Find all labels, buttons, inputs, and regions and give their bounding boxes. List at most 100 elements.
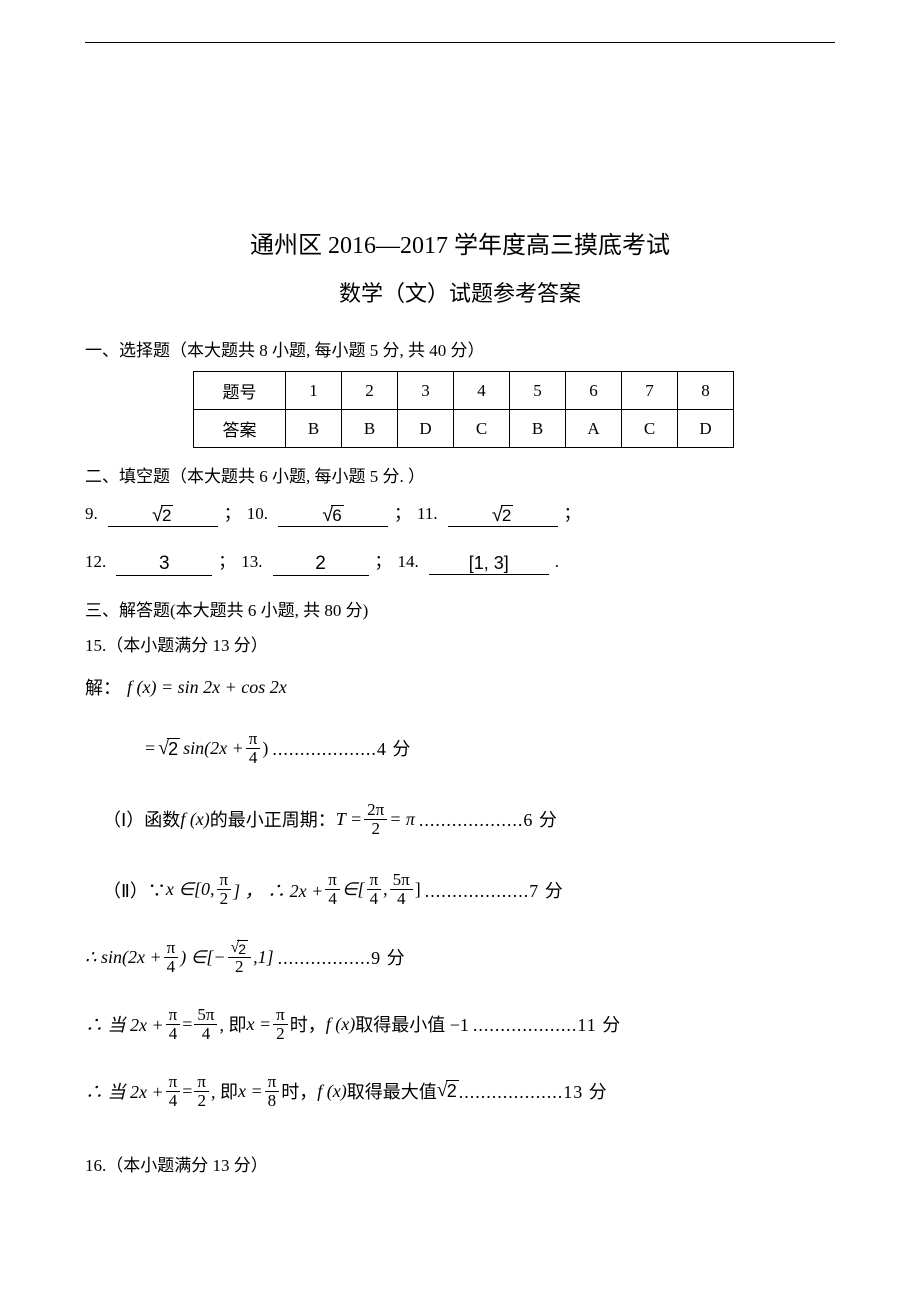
fraction-2pi-2: 2π2 — [364, 801, 387, 838]
table-row: 题号 1 2 3 4 5 6 7 8 — [194, 372, 734, 410]
blank-number-11: 11. — [417, 504, 438, 524]
exam-title: 通州区 2016—2017 学年度高三摸底考试 — [85, 225, 835, 260]
blank-answer-9: √2 — [108, 505, 218, 527]
therefore-when: ∴ 当 2x + — [85, 1011, 164, 1037]
equals: = — [182, 1014, 192, 1035]
row-label-answer: 答案 — [194, 410, 286, 448]
fraction-sqrt2-2: √2 2 — [228, 938, 252, 976]
blank-number-14: 14. — [398, 552, 419, 572]
shi-text: 时， — [290, 1011, 326, 1037]
equals-pi: = π — [389, 809, 415, 830]
score-marker: ...................11 分 — [473, 1011, 621, 1037]
separator: ； — [218, 547, 235, 572]
section-1-heading: 一、选择题（本大题共 8 小题, 每小题 5 分, 共 40 分） — [85, 336, 835, 361]
solution-line-1: 解： f (x) = sin 2x + cos 2x — [85, 674, 835, 700]
q16-heading: 16.（本小题满分 13 分） — [85, 1151, 835, 1176]
q15-heading: 15.（本小题满分 13 分） — [85, 631, 835, 656]
answer-cell: B — [510, 410, 566, 448]
solution-line-4: （Ⅱ）∵ x ∈[0, π2 ] ， ∴ 2x + π4 ∈[ π4 , 5π4… — [103, 871, 835, 908]
in-bracket: ∈[ — [342, 879, 365, 900]
math-expression: f (x) = sin 2x + cos 2x — [127, 677, 287, 698]
separator: ； — [564, 499, 581, 524]
fx-symbol: f (x) — [326, 1014, 355, 1035]
answer-cell: D — [678, 410, 734, 448]
separator: ； — [394, 499, 411, 524]
T-equals: T = — [336, 809, 362, 830]
answer-cell: C — [454, 410, 510, 448]
score-marker: ...................7 分 — [425, 877, 564, 903]
fraction-pi-2: π2 — [194, 1073, 209, 1110]
blank-number-13: 13. — [241, 552, 262, 572]
therefore-sin: ∴ sin(2x + — [85, 947, 162, 968]
period-text: 的最小正周期： — [210, 806, 336, 832]
fraction-pi-4: π4 — [325, 871, 340, 908]
sqrt-2: √2 — [437, 1080, 459, 1102]
close-paren: ) — [262, 738, 268, 759]
answer-cell: B — [342, 410, 398, 448]
sin-expr: sin(2x + — [183, 738, 244, 759]
fraction-pi-2: π2 — [217, 871, 232, 908]
ie-text: , 即 — [211, 1078, 238, 1104]
blank-answer-13: 2 — [273, 553, 369, 576]
solution-line-7: ∴ 当 2x + π4 = π2 , 即 x = π8 时， f (x) 取得最… — [85, 1073, 835, 1110]
therefore-when: ∴ 当 2x + — [85, 1078, 164, 1104]
score-marker: ...................13 分 — [459, 1078, 608, 1104]
in-interval: ) ∈[− — [180, 947, 225, 968]
qnum-cell: 1 — [286, 372, 342, 410]
shi-text: 时， — [281, 1078, 317, 1104]
separator: ； — [224, 499, 241, 524]
exam-subtitle: 数学（文）试题参考答案 — [85, 276, 835, 308]
x-equals: x = — [238, 1081, 263, 1102]
equals: = — [182, 1081, 192, 1102]
fx-symbol: f (x) — [180, 809, 209, 830]
answer-cell: B — [286, 410, 342, 448]
score-marker: .................9 分 — [278, 944, 406, 970]
solution-line-6: ∴ 当 2x + π4 = 5π4 , 即 x = π2 时， f (x) 取得… — [85, 1006, 835, 1043]
section-3-heading: 三、解答题(本大题共 6 小题, 共 80 分) — [85, 596, 835, 621]
answer-cell: D — [398, 410, 454, 448]
part-1-label: （Ⅰ）函数 — [103, 806, 180, 832]
fx-symbol: f (x) — [317, 1081, 346, 1102]
fraction-pi-2: π2 — [273, 1006, 288, 1043]
close-bracket: ] — [415, 879, 421, 900]
answer-cell: A — [566, 410, 622, 448]
top-horizontal-rule — [85, 42, 835, 43]
part-2-label: （Ⅱ）∵ — [103, 877, 166, 903]
blank-answer-14: [1, 3] — [429, 553, 549, 575]
choice-answer-table: 题号 1 2 3 4 5 6 7 8 答案 B B D C B A C D — [193, 371, 734, 448]
answer-cell: C — [622, 410, 678, 448]
solution-line-3: （Ⅰ）函数 f (x) 的最小正周期： T = 2π2 = π ........… — [103, 801, 835, 838]
comma: , — [383, 879, 388, 900]
fraction-pi-8: π8 — [265, 1073, 280, 1110]
row-label-question: 题号 — [194, 372, 286, 410]
fraction-5pi-4: 5π4 — [390, 871, 413, 908]
qnum-cell: 8 — [678, 372, 734, 410]
x-equals: x = — [246, 1014, 271, 1035]
fraction-pi-4: π4 — [367, 871, 382, 908]
blank-answer-12: 3 — [116, 553, 212, 576]
qnum-cell: 2 — [342, 372, 398, 410]
fraction-pi-4: π4 — [166, 1006, 181, 1043]
table-row: 答案 B B D C B A C D — [194, 410, 734, 448]
blank-number-12: 12. — [85, 552, 106, 572]
separator: . — [555, 552, 559, 572]
blank-number-10: 10. — [247, 504, 268, 524]
fraction-5pi-4: 5π4 — [194, 1006, 217, 1043]
min-value-text: 取得最小值 −1 — [355, 1011, 469, 1037]
qnum-cell: 3 — [398, 372, 454, 410]
qnum-cell: 5 — [510, 372, 566, 410]
blank-answer-10: √6 — [278, 505, 388, 527]
x-in-interval: x ∈[0, — [166, 879, 215, 900]
blank-answer-11: √2 — [448, 505, 558, 527]
sqrt-2: √2 — [158, 738, 180, 760]
score-marker: ...................6 分 — [419, 806, 558, 832]
solution-line-2: = √2 sin(2x + π4 ) ...................4 … — [145, 730, 835, 767]
separator: ； — [375, 547, 392, 572]
fill-blank-row-1: 9. √2 ； 10. √6 ； 11. √2 ； — [85, 499, 835, 525]
score-marker: ...................4 分 — [272, 735, 411, 761]
equals-sign: = — [145, 738, 155, 759]
ie-text: , 即 — [219, 1011, 246, 1037]
fraction-pi-4: π4 — [166, 1073, 181, 1110]
fraction-pi-4: π4 — [246, 730, 261, 767]
document-page: 通州区 2016—2017 学年度高三摸底考试 数学（文）试题参考答案 一、选择… — [0, 0, 920, 1216]
